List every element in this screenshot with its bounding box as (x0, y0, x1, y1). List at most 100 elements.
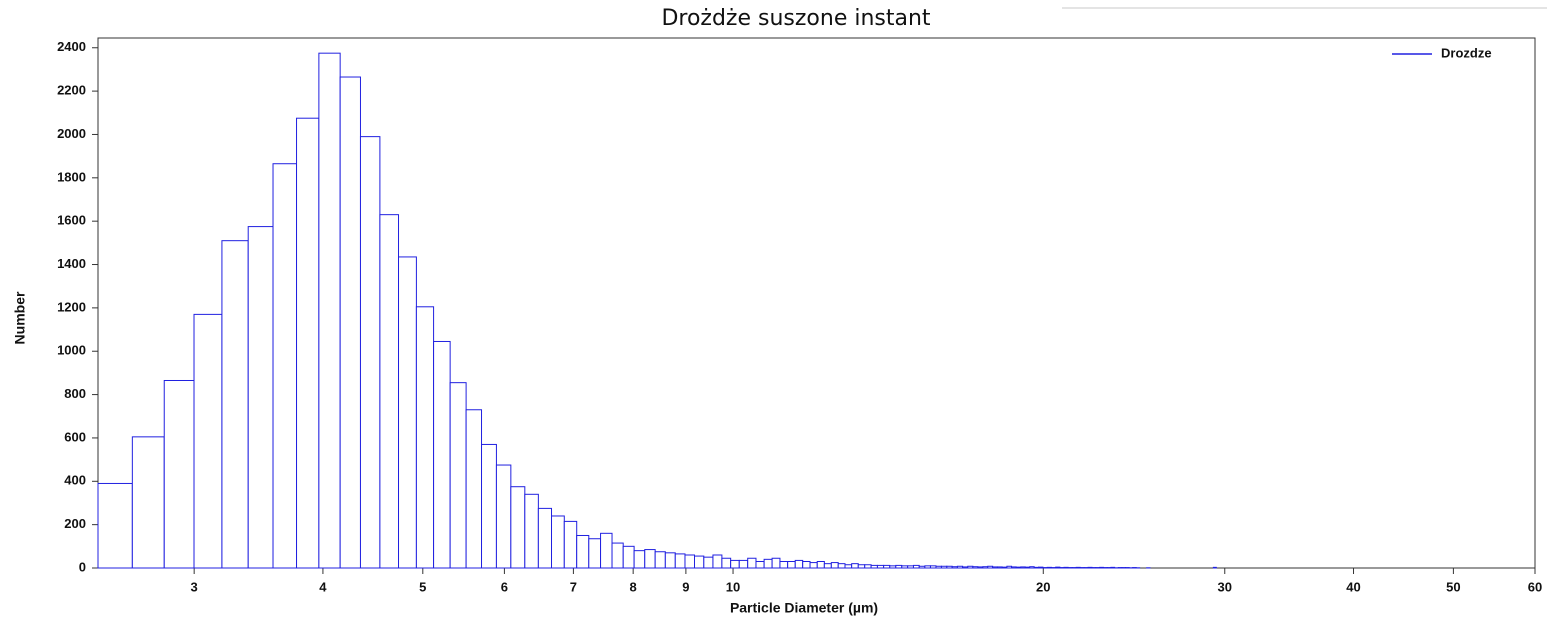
bar (664, 552, 676, 569)
bar (551, 515, 565, 569)
bar (703, 556, 714, 569)
bar (763, 558, 773, 569)
y-tick-label: 0 (79, 559, 86, 574)
bar (694, 555, 705, 569)
bar (433, 340, 451, 569)
bar (622, 545, 635, 569)
bar (1099, 566, 1104, 569)
x-tick-label: 4 (319, 579, 327, 594)
y-tick-label: 200 (64, 516, 86, 531)
bar (809, 562, 818, 569)
bar (883, 564, 891, 569)
bar (889, 565, 897, 569)
bar (935, 565, 942, 569)
y-tick-label: 400 (64, 473, 86, 488)
x-tick-label: 10 (726, 579, 740, 594)
bar (1055, 566, 1061, 569)
y-tick-label: 1200 (57, 299, 86, 314)
bar (359, 136, 381, 569)
bar (967, 565, 974, 569)
bar (837, 563, 846, 569)
bar (977, 566, 984, 569)
bar (864, 564, 872, 569)
chart-title: Drożdże suszone instant (661, 6, 930, 31)
x-tick-label: 9 (682, 579, 689, 594)
bar (611, 542, 624, 569)
bar (771, 557, 781, 569)
bar (339, 76, 361, 569)
x-tick-label: 60 (1528, 579, 1542, 594)
bar (972, 566, 979, 569)
bar (962, 566, 969, 569)
y-tick-label: 2200 (57, 83, 86, 98)
bar (1075, 566, 1081, 569)
bar (1001, 566, 1008, 569)
bar (481, 443, 497, 569)
bar (779, 560, 789, 569)
bar (823, 563, 832, 569)
bar (633, 550, 646, 569)
bar (929, 565, 937, 569)
bar (712, 554, 723, 569)
bar (510, 486, 526, 569)
y-tick-label: 2000 (57, 126, 86, 141)
bar (296, 117, 320, 569)
bar (1029, 566, 1035, 569)
bar (495, 464, 512, 569)
x-tick-label: 8 (630, 579, 637, 594)
bar (398, 256, 417, 569)
bar (907, 565, 914, 569)
x-tick-label: 20 (1036, 579, 1050, 594)
bar (755, 560, 765, 569)
bar (318, 52, 341, 569)
bar (131, 436, 165, 569)
x-tick-label: 3 (191, 579, 198, 594)
y-tick-label: 800 (64, 386, 86, 401)
bar (524, 493, 539, 569)
bar (465, 409, 483, 569)
bar (1087, 566, 1093, 569)
bar (537, 507, 553, 569)
bar (684, 554, 696, 569)
bar (982, 566, 989, 569)
bar (1015, 566, 1022, 569)
bar (163, 379, 195, 569)
x-tick-label: 30 (1218, 579, 1232, 594)
bar (992, 566, 998, 569)
bar (272, 163, 298, 569)
x-axis-title: Particle Diameter (µm) (730, 600, 878, 616)
bar (870, 564, 878, 569)
x-tick-label: 5 (419, 579, 426, 594)
bar (802, 560, 811, 569)
bar (912, 564, 920, 569)
bar (987, 565, 994, 569)
bar (97, 482, 133, 569)
y-tick-label: 1400 (57, 256, 86, 271)
legend-label: Drozdze (1441, 45, 1492, 60)
y-tick-label: 1000 (57, 343, 86, 358)
bar (816, 560, 825, 569)
bar (747, 557, 757, 569)
bar (247, 226, 274, 569)
bar (576, 534, 590, 569)
bar (924, 565, 931, 569)
x-tick-label: 6 (501, 579, 508, 594)
bar (851, 563, 859, 569)
bar (379, 214, 400, 569)
bar (794, 559, 804, 569)
bar (588, 538, 602, 569)
bar (415, 306, 435, 569)
bar (940, 565, 948, 569)
bar (600, 532, 613, 569)
bar (857, 564, 866, 569)
x-tick-label: 50 (1446, 579, 1460, 594)
bar (738, 559, 749, 569)
bar (996, 566, 1003, 569)
bar (449, 382, 467, 569)
bar (895, 564, 903, 569)
y-axis-title: Number (12, 291, 28, 344)
bar (951, 566, 958, 569)
bar (1063, 566, 1069, 569)
bar (721, 557, 732, 569)
